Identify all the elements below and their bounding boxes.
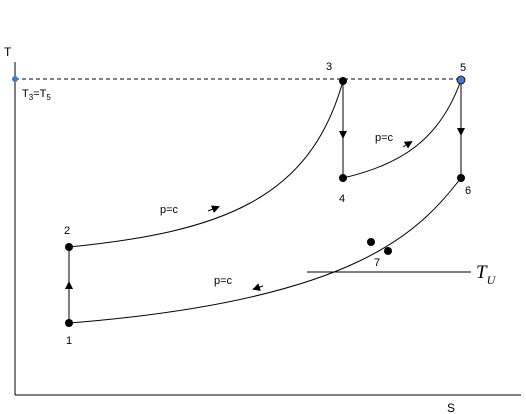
process-4-5 bbox=[342, 79, 462, 179]
state-point-4 bbox=[339, 174, 347, 182]
state-point-6a bbox=[367, 238, 375, 246]
point-label-2: 2 bbox=[64, 225, 70, 237]
state-point-1 bbox=[65, 319, 73, 327]
state-point-2 bbox=[65, 243, 73, 251]
isotherm-axis-point bbox=[12, 76, 18, 82]
arrow-6-1 bbox=[252, 283, 264, 291]
x-axis-label: S bbox=[447, 401, 455, 414]
ambient-label: TU bbox=[476, 262, 497, 287]
y-axis-label: T bbox=[4, 45, 12, 59]
state-point-6 bbox=[457, 174, 465, 182]
point-label-7: 7 bbox=[374, 257, 380, 269]
point-label-3: 3 bbox=[326, 61, 332, 73]
point-label-1: 1 bbox=[66, 335, 72, 347]
label-heating-2: p=c bbox=[375, 132, 394, 144]
label-heating-1: p=c bbox=[160, 204, 179, 216]
process-2-3 bbox=[68, 80, 344, 248]
point-label-5: 5 bbox=[460, 62, 466, 74]
isotherm-label: T3=T5 bbox=[22, 88, 51, 102]
label-cooling: p=c bbox=[214, 275, 233, 287]
process-6-1 bbox=[68, 177, 462, 324]
state-point-3 bbox=[339, 77, 347, 85]
point-label-4: 4 bbox=[339, 193, 345, 205]
state-point-5 bbox=[456, 75, 466, 85]
arrow-2-3 bbox=[207, 205, 220, 213]
point-label-6: 6 bbox=[465, 185, 471, 197]
arrow-4-5 bbox=[402, 140, 413, 149]
state-point-7 bbox=[384, 247, 392, 255]
